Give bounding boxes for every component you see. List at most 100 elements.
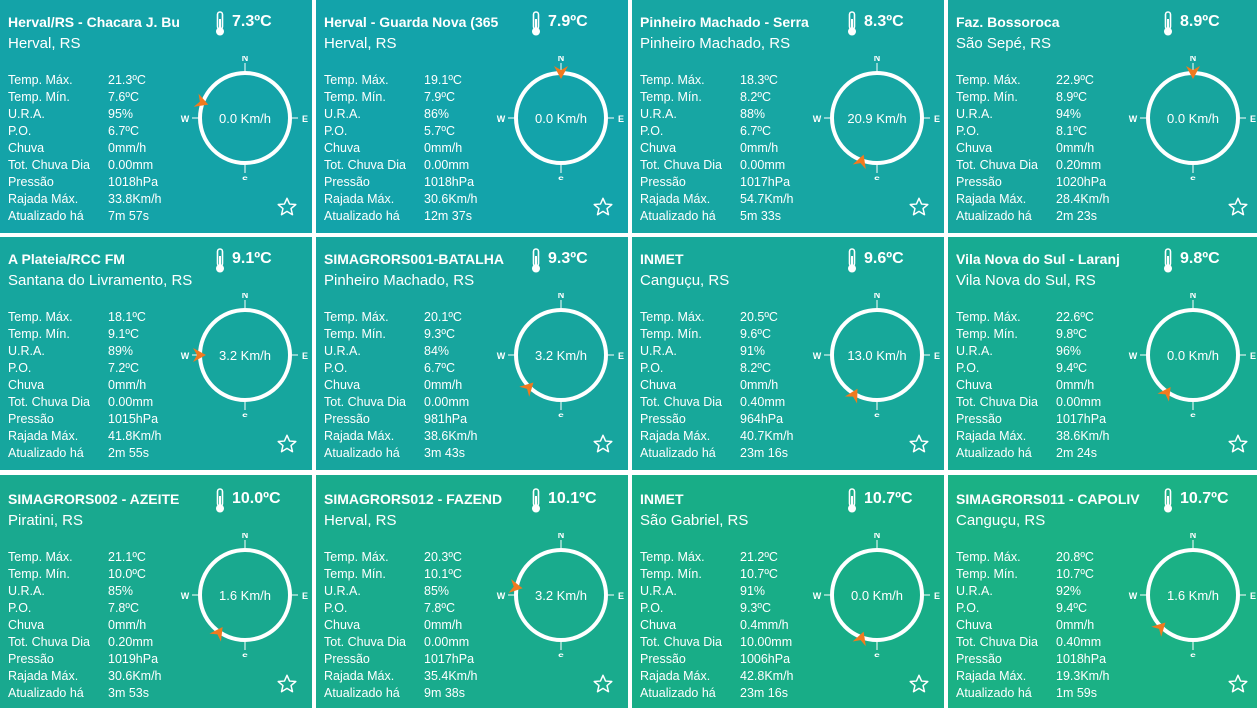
station-card[interactable]: A Plateia/RCC FM 9.1ºC Santana do Livramen… <box>0 237 312 470</box>
stat-value: 41.8Km/h <box>108 429 162 443</box>
stat-label: P.O. <box>640 124 664 138</box>
wind-compass: N S E W 0.0 Km/h <box>1129 293 1256 417</box>
favorite-star-icon[interactable] <box>276 433 298 455</box>
station-card[interactable]: INMET 9.6ºC Canguçu, RS Temp. Máx. 20.5ºC Tem… <box>632 237 944 470</box>
stat-label: Temp. Mín. <box>324 567 386 581</box>
stat-row-po: P.O. 7.8ºC <box>324 600 478 617</box>
thermometer-icon <box>532 248 540 273</box>
favorite-star-icon[interactable] <box>908 673 930 695</box>
stat-label: Tot. Chuva Dia <box>956 158 1038 172</box>
stat-label: Rajada Máx. <box>324 669 395 683</box>
stat-label: Atualizado há <box>324 209 400 223</box>
favorite-star-icon[interactable] <box>592 196 614 218</box>
stat-label: Rajada Máx. <box>324 429 395 443</box>
favorite-star-icon[interactable] <box>276 196 298 218</box>
station-card[interactable]: Faz. Bossoroca 8.9ºC São Sepé, RS Temp. Máx… <box>948 0 1257 233</box>
favorite-star-icon[interactable] <box>1227 433 1249 455</box>
favorite-star-icon[interactable] <box>592 433 614 455</box>
favorite-star-icon[interactable] <box>908 433 930 455</box>
stat-row-temp-min: Temp. Mín. 7.6ºC <box>8 89 162 106</box>
stat-label: Atualizado há <box>324 446 400 460</box>
station-stats: Temp. Máx. 21.1ºC Temp. Mín. 10.0ºC U.R.A. 85… <box>8 549 162 702</box>
compass-south-label: S <box>242 412 248 417</box>
stat-row-pressao: Pressão 1018hPa <box>956 651 1110 668</box>
stat-label: Tot. Chuva Dia <box>640 395 722 409</box>
wind-compass: N S E W 0.0 Km/h <box>813 533 940 657</box>
stat-label: Tot. Chuva Dia <box>8 158 90 172</box>
wind-direction-arrow <box>1157 386 1171 402</box>
stat-value: 6.7ºC <box>740 124 771 138</box>
compass-north-label: N <box>558 56 565 63</box>
stat-row-rajada: Rajada Máx. 35.4Km/h <box>324 668 478 685</box>
favorite-star-icon[interactable] <box>1227 673 1249 695</box>
station-name: INMET <box>640 251 684 267</box>
station-stats: Temp. Máx. 20.1ºC Temp. Mín. 9.3ºC U.R.A. 84%… <box>324 309 478 462</box>
stat-row-tot-chuva: Tot. Chuva Dia 0.00mm <box>324 394 478 411</box>
stat-row-temp-max: Temp. Máx. 21.2ºC <box>640 549 794 566</box>
stat-value: 0.00mm <box>424 395 470 409</box>
stat-row-chuva: Chuva 0mm/h <box>956 617 1110 634</box>
stat-row-rajada: Rajada Máx. 30.6Km/h <box>324 191 478 208</box>
stat-value: 21.3ºC <box>108 73 146 87</box>
stat-value: 0.00mm <box>424 158 470 172</box>
station-city: São Sepé, RS <box>956 35 1052 52</box>
stat-value: 23m 16s <box>740 686 788 700</box>
stat-row-ura: U.R.A. 85% <box>324 583 478 600</box>
wind-direction-arrow <box>1151 622 1166 637</box>
compass-west-label: W <box>181 591 190 601</box>
favorite-star-icon[interactable] <box>276 673 298 695</box>
stat-label: U.R.A. <box>640 344 677 358</box>
stat-row-tot-chuva: Tot. Chuva Dia 0.20mm <box>956 157 1110 174</box>
station-card[interactable]: Herval - Guarda Nova (365 7.9ºC Herval, RS… <box>316 0 628 233</box>
compass-north-label: N <box>242 293 249 300</box>
stat-label: Rajada Máx. <box>640 429 711 443</box>
station-card[interactable]: SIMAGRORS001-BATALHA 9.3ºC Pinheiro Machad… <box>316 237 628 470</box>
compass-west-label: W <box>497 591 506 601</box>
stat-value: 0.00mm <box>740 158 786 172</box>
station-card[interactable]: SIMAGRORS011 - CAPOLIV 10.7ºC Canguçu, RS T… <box>948 475 1257 708</box>
stat-row-po: P.O. 6.7ºC <box>324 360 478 377</box>
stat-value: 0.20mm <box>108 635 154 649</box>
station-card[interactable]: SIMAGRORS002 - AZEITE 10.0ºC Piratini, RS T… <box>0 475 312 708</box>
station-card[interactable]: Pinheiro Machado - Serra 8.3ºC Pinheiro Ma… <box>632 0 944 233</box>
wind-compass: N S E W 0.0 Km/h <box>1129 56 1256 180</box>
wind-speed: 20.9 Km/h <box>847 111 906 126</box>
stat-value: 95% <box>108 107 134 121</box>
station-card[interactable]: INMET 10.7ºC São Gabriel, RS Temp. Máx. 21.2… <box>632 475 944 708</box>
stat-row-pressao: Pressão 1006hPa <box>640 651 794 668</box>
stat-label: U.R.A. <box>956 584 993 598</box>
stat-row-rajada: Rajada Máx. 54.7Km/h <box>640 191 794 208</box>
stat-row-ura: U.R.A. 89% <box>8 343 162 360</box>
stat-label: Chuva <box>324 378 361 392</box>
stat-value: 7m 57s <box>108 209 149 223</box>
favorite-star-icon[interactable] <box>908 196 930 218</box>
stat-label: Temp. Máx. <box>324 550 389 564</box>
stat-label: U.R.A. <box>8 344 45 358</box>
stat-row-po: P.O. 6.7ºC <box>640 123 794 140</box>
stat-label: Pressão <box>640 175 686 189</box>
stat-label: Pressão <box>956 652 1002 666</box>
wind-compass: N S E W 1.6 Km/h <box>1129 533 1256 657</box>
favorite-star-icon[interactable] <box>1227 196 1249 218</box>
compass-south-label: S <box>558 175 564 180</box>
stat-row-chuva: Chuva 0mm/h <box>324 377 478 394</box>
station-stats: Temp. Máx. 22.9ºC Temp. Mín. 8.9ºC U.R.A. 94%… <box>956 72 1110 225</box>
stat-row-chuva: Chuva 0mm/h <box>640 140 794 157</box>
stat-row-temp-min: Temp. Mín. 9.6ºC <box>640 326 794 343</box>
stat-value: 8.1ºC <box>1056 124 1087 138</box>
compass-north-label: N <box>874 56 881 63</box>
stat-label: P.O. <box>8 361 32 375</box>
compass-west-label: W <box>813 591 822 601</box>
compass-west-label: W <box>813 114 822 124</box>
stat-label: Temp. Máx. <box>8 73 73 87</box>
station-card[interactable]: SIMAGRORS012 - FAZEND 10.1ºC Herval, RS Tem… <box>316 475 628 708</box>
station-card[interactable]: Vila Nova do Sul - Laranj 9.8ºC Vila Nova … <box>948 237 1257 470</box>
stat-value: 91% <box>740 344 766 358</box>
wind-direction-arrow <box>519 382 534 397</box>
station-city: Pinheiro Machado, RS <box>324 272 475 289</box>
station-card[interactable]: Herval/RS - Chacara J. Bu 7.3ºC Herval, RS… <box>0 0 312 233</box>
favorite-star-icon[interactable] <box>592 673 614 695</box>
stat-row-chuva: Chuva 0mm/h <box>8 140 162 157</box>
stat-label: Chuva <box>640 378 677 392</box>
stat-value: 22.9ºC <box>1056 73 1094 87</box>
